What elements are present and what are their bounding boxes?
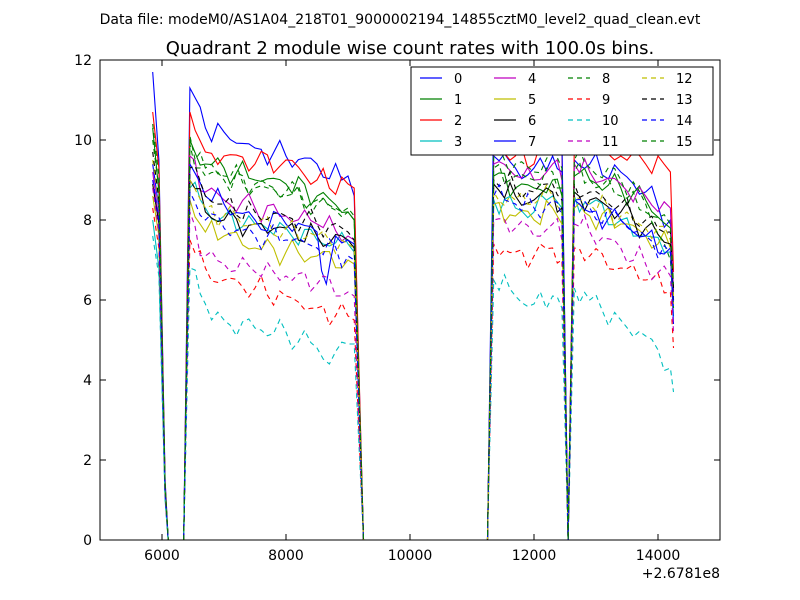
series-line-1 [152, 127, 675, 541]
series-line-15 [152, 123, 675, 541]
legend-label-9: 9 [602, 93, 610, 108]
legend-label-5: 5 [528, 93, 536, 108]
x-tick-label: 6000 [144, 548, 180, 564]
legend-label-14: 14 [676, 114, 693, 129]
x-offset-label: +2.6781e8 [642, 566, 720, 582]
legend-label-3: 3 [454, 135, 462, 150]
x-tick-label: 8000 [268, 548, 304, 564]
series-line-6 [152, 178, 675, 541]
legend-label-10: 10 [602, 114, 619, 129]
y-tick-label: 0 [83, 533, 92, 549]
x-tick-label: 14000 [636, 548, 681, 564]
legend-label-11: 11 [602, 135, 619, 150]
series-line-14 [152, 179, 675, 541]
series-line-11 [152, 187, 675, 541]
chart-title: Quadrant 2 module wise count rates with … [166, 38, 655, 59]
legend-label-4: 4 [528, 72, 536, 87]
legend-label-15: 15 [676, 135, 693, 150]
legend-label-13: 13 [676, 93, 693, 108]
legend-label-12: 12 [676, 72, 693, 87]
legend-label-2: 2 [454, 114, 462, 129]
y-tick-label: 12 [74, 53, 92, 69]
legend-label-0: 0 [454, 72, 462, 87]
series-line-5 [152, 195, 675, 541]
y-tick-label: 8 [83, 213, 92, 229]
legend-label-8: 8 [602, 72, 610, 87]
y-tick-label: 2 [83, 453, 92, 469]
x-tick-label: 12000 [512, 548, 557, 564]
y-tick-label: 4 [83, 373, 92, 389]
series-line-10 [152, 235, 675, 541]
chart-suptitle: Data file: modeM0/AS1A04_218T01_90000021… [100, 12, 701, 28]
x-tick-label: 10000 [388, 548, 433, 564]
series-line-9 [152, 207, 675, 541]
legend-label-7: 7 [528, 135, 536, 150]
series-line-3 [152, 181, 675, 541]
legend-frame [410, 66, 714, 156]
legend-label-6: 6 [528, 114, 536, 129]
legend-label-1: 1 [454, 93, 462, 108]
y-tick-label: 10 [74, 133, 92, 149]
y-tick-label: 6 [83, 293, 92, 309]
series-line-8 [152, 139, 675, 541]
